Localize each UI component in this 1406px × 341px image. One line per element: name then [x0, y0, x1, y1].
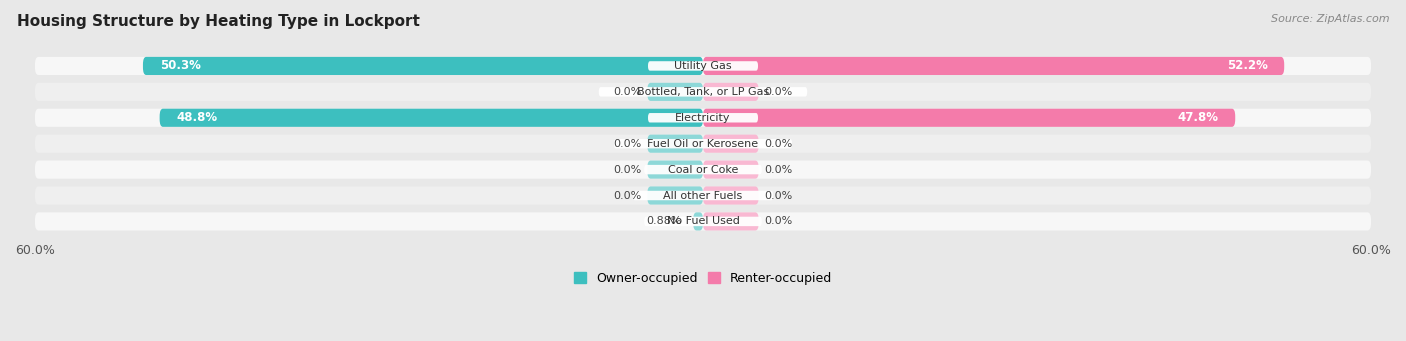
- Text: Source: ZipAtlas.com: Source: ZipAtlas.com: [1271, 14, 1389, 24]
- Text: 0.0%: 0.0%: [765, 217, 793, 226]
- FancyBboxPatch shape: [35, 83, 1371, 101]
- FancyBboxPatch shape: [599, 87, 807, 97]
- Text: 0.0%: 0.0%: [613, 87, 641, 97]
- Text: 0.0%: 0.0%: [613, 139, 641, 149]
- Text: 47.8%: 47.8%: [1177, 111, 1219, 124]
- FancyBboxPatch shape: [703, 83, 759, 101]
- FancyBboxPatch shape: [614, 139, 792, 148]
- Text: All other Fuels: All other Fuels: [664, 191, 742, 201]
- Text: 50.3%: 50.3%: [160, 59, 201, 72]
- FancyBboxPatch shape: [35, 57, 1371, 75]
- Text: 0.0%: 0.0%: [613, 165, 641, 175]
- Text: 0.0%: 0.0%: [765, 139, 793, 149]
- Text: 0.0%: 0.0%: [765, 165, 793, 175]
- Text: 0.88%: 0.88%: [647, 217, 682, 226]
- FancyBboxPatch shape: [35, 109, 1371, 127]
- FancyBboxPatch shape: [647, 187, 703, 205]
- FancyBboxPatch shape: [647, 83, 703, 101]
- Legend: Owner-occupied, Renter-occupied: Owner-occupied, Renter-occupied: [574, 272, 832, 285]
- Text: 0.0%: 0.0%: [613, 191, 641, 201]
- FancyBboxPatch shape: [647, 135, 703, 153]
- Text: No Fuel Used: No Fuel Used: [666, 217, 740, 226]
- Text: 0.0%: 0.0%: [765, 87, 793, 97]
- FancyBboxPatch shape: [644, 217, 762, 226]
- FancyBboxPatch shape: [703, 187, 759, 205]
- FancyBboxPatch shape: [633, 191, 773, 200]
- FancyBboxPatch shape: [644, 165, 762, 174]
- FancyBboxPatch shape: [35, 187, 1371, 205]
- Text: 0.0%: 0.0%: [765, 191, 793, 201]
- FancyBboxPatch shape: [647, 161, 703, 179]
- FancyBboxPatch shape: [703, 109, 1236, 127]
- FancyBboxPatch shape: [703, 212, 759, 231]
- FancyBboxPatch shape: [35, 135, 1371, 153]
- FancyBboxPatch shape: [703, 57, 1284, 75]
- FancyBboxPatch shape: [35, 212, 1371, 231]
- Text: Utility Gas: Utility Gas: [675, 61, 731, 71]
- FancyBboxPatch shape: [160, 109, 703, 127]
- FancyBboxPatch shape: [703, 135, 759, 153]
- Text: 48.8%: 48.8%: [176, 111, 218, 124]
- Text: Bottled, Tank, or LP Gas: Bottled, Tank, or LP Gas: [637, 87, 769, 97]
- Text: Coal or Coke: Coal or Coke: [668, 165, 738, 175]
- Text: Housing Structure by Heating Type in Lockport: Housing Structure by Heating Type in Loc…: [17, 14, 420, 29]
- Text: Electricity: Electricity: [675, 113, 731, 123]
- Text: Fuel Oil or Kerosene: Fuel Oil or Kerosene: [647, 139, 759, 149]
- FancyBboxPatch shape: [648, 61, 758, 71]
- FancyBboxPatch shape: [143, 57, 703, 75]
- FancyBboxPatch shape: [35, 161, 1371, 179]
- FancyBboxPatch shape: [693, 212, 703, 231]
- FancyBboxPatch shape: [648, 113, 758, 122]
- Text: 52.2%: 52.2%: [1226, 59, 1268, 72]
- FancyBboxPatch shape: [703, 161, 759, 179]
